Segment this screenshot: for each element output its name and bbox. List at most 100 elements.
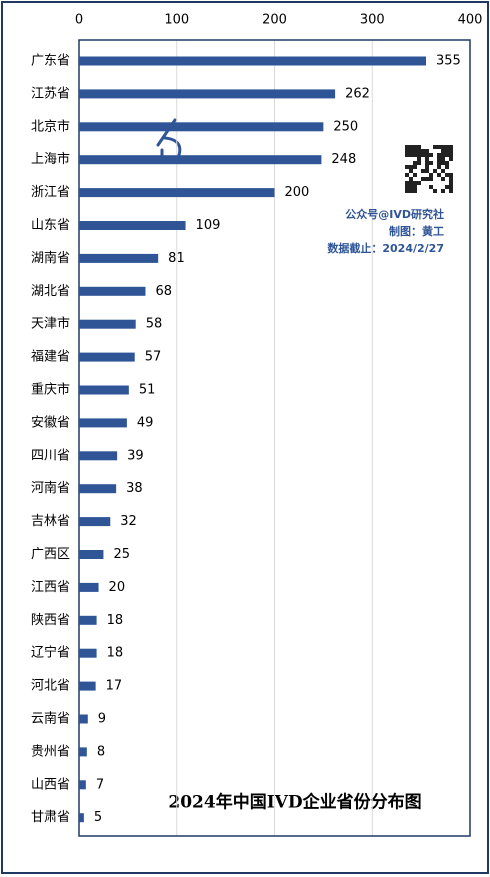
qr-cell <box>425 165 429 169</box>
value-label: 250 <box>333 119 358 134</box>
qr-cell <box>445 149 449 153</box>
bar <box>79 813 84 823</box>
bar <box>79 122 324 132</box>
y-tick-label: 重庆市 <box>31 382 70 398</box>
qr-cell <box>409 153 413 157</box>
y-tick-label: 福建省 <box>31 350 70 365</box>
qr-cell <box>417 145 421 149</box>
qr-cell <box>437 157 441 161</box>
qr-cell <box>449 181 453 185</box>
y-tick-label: 四川省 <box>31 448 70 463</box>
bar <box>79 385 129 395</box>
qr-cell <box>445 165 449 169</box>
qr-cell <box>437 173 441 177</box>
value-label: 248 <box>331 152 356 167</box>
value-label: 32 <box>120 514 137 529</box>
plot-border <box>78 39 471 837</box>
qr-cell <box>413 173 417 177</box>
qr-cell <box>425 169 429 173</box>
qr-cell <box>405 153 409 157</box>
bar <box>79 319 136 329</box>
y-tick-label: 辽宁省 <box>31 645 70 661</box>
qr-cell <box>405 165 409 169</box>
bar <box>79 550 104 559</box>
qr-cell <box>405 145 409 149</box>
qr-cell <box>405 181 409 185</box>
y-tick-label: 河南省 <box>31 480 70 496</box>
value-label: 49 <box>137 415 154 430</box>
annotation: 制图：黄工 <box>389 224 444 238</box>
y-tick-label: 甘肃省 <box>31 810 70 825</box>
y-tick-label: 陕西省 <box>31 613 70 628</box>
qr-cell <box>409 169 413 173</box>
qr-cell <box>409 149 413 153</box>
qr-cell <box>441 169 445 173</box>
bar <box>79 253 159 263</box>
y-tick-label: 广西区 <box>31 547 70 562</box>
bar <box>79 517 111 527</box>
qr-cell <box>409 181 413 185</box>
qr-cell <box>425 177 429 181</box>
value-label: 18 <box>107 646 124 661</box>
qr-cell <box>413 161 417 165</box>
qr-cell <box>421 169 425 173</box>
value-label: 9 <box>98 712 106 727</box>
value-label: 200 <box>285 185 310 200</box>
qr-cell <box>421 177 425 181</box>
qr-cell <box>409 185 413 189</box>
qr-cell <box>429 185 433 189</box>
value-label: 39 <box>127 448 144 463</box>
value-label: 18 <box>107 613 124 628</box>
x-tick-label: 400 <box>458 13 483 28</box>
value-label: 8 <box>97 744 105 759</box>
y-tick-label: 吉林省 <box>31 514 70 529</box>
qr-cell <box>405 189 409 193</box>
value-label: 38 <box>126 481 143 496</box>
qr-cell <box>409 165 413 169</box>
qr-cell <box>405 185 409 189</box>
qr-cell <box>413 181 417 185</box>
qr-cell <box>445 185 449 189</box>
qr-cell <box>417 149 421 153</box>
bar <box>79 615 97 625</box>
qr-cell <box>441 149 445 153</box>
bar <box>79 221 186 230</box>
chart-title: 2024年中国IVD企业省份分布图 <box>168 792 421 813</box>
qr-cell <box>441 153 445 157</box>
qr-cell <box>405 173 409 177</box>
qr-cell <box>437 153 441 157</box>
bar <box>79 681 96 691</box>
qr-cell <box>437 161 441 165</box>
y-tick-label: 北京市 <box>31 118 70 134</box>
y-tick-label: 湖北省 <box>31 284 70 299</box>
qr-cell <box>445 153 449 157</box>
bar <box>79 286 146 296</box>
qr-cell <box>425 153 429 157</box>
qr-cell <box>413 145 417 149</box>
qr-cell <box>413 165 417 169</box>
qr-cell <box>433 145 437 149</box>
x-tick-label: 100 <box>164 13 189 28</box>
x-tick-label: 200 <box>262 13 287 28</box>
qr-cell <box>409 177 413 181</box>
bar <box>79 56 427 66</box>
y-tick-label: 上海市 <box>31 151 70 167</box>
qr-cell <box>437 165 441 169</box>
bar <box>79 352 135 362</box>
value-label: 355 <box>436 54 461 69</box>
value-label: 68 <box>155 284 172 299</box>
qr-cell <box>441 145 445 149</box>
qr-cell <box>449 157 453 161</box>
qr-cell <box>417 181 421 185</box>
qr-cell <box>413 189 417 193</box>
y-tick-label: 山西省 <box>31 777 70 792</box>
bar <box>79 484 117 494</box>
qr-cell <box>425 161 429 165</box>
qr-cell <box>445 161 449 165</box>
qr-cell <box>429 153 433 157</box>
value-label: 7 <box>96 777 104 792</box>
qr-cell <box>429 173 433 177</box>
qr-cell <box>409 145 413 149</box>
qr-cell <box>441 161 445 165</box>
